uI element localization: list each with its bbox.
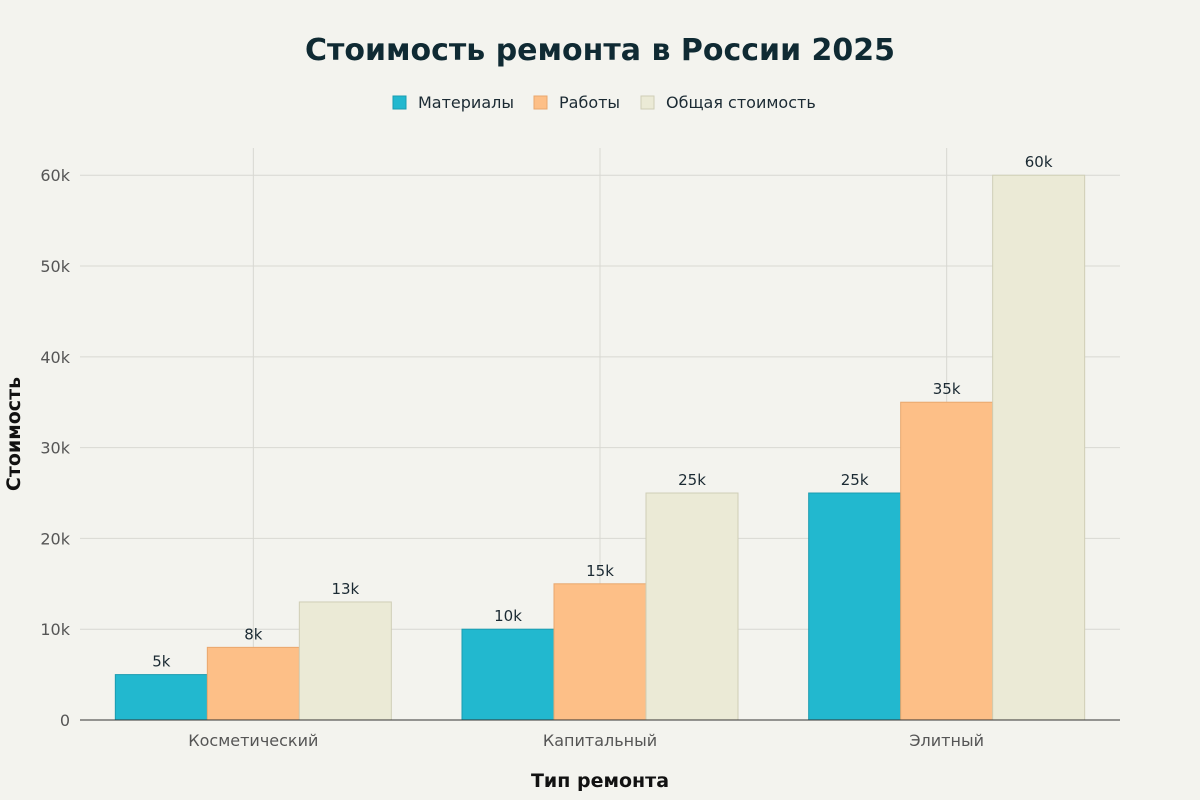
y-tick-label: 40k bbox=[40, 348, 70, 367]
data-label-2-2: 15k bbox=[586, 562, 614, 580]
bar-2-3 bbox=[900, 401, 994, 721]
data-label-2-1: 8k bbox=[244, 625, 263, 643]
data-label-1-2: 10k bbox=[494, 607, 522, 625]
legend-label-3: Общая стоимость bbox=[666, 93, 816, 112]
x-axis-ticks: Косметический Капитальный Элитный bbox=[188, 731, 984, 750]
legend: Материалы Работы Общая стоимость bbox=[392, 93, 816, 112]
legend-label-2: Работы bbox=[559, 93, 620, 112]
y-tick-label: 20k bbox=[40, 529, 70, 548]
bar-3-2 bbox=[645, 492, 739, 721]
y-axis-ticks: 0 10k 20k 30k 40k 50k 60k bbox=[40, 166, 70, 730]
y-tick-label: 10k bbox=[40, 620, 70, 639]
data-label-3-1: 13k bbox=[331, 580, 359, 598]
x-tick-label: Элитный bbox=[909, 731, 984, 750]
data-label-1-1: 5k bbox=[152, 653, 171, 671]
data-label-1-3: 25k bbox=[841, 471, 869, 489]
bar-3-3 bbox=[992, 174, 1086, 721]
x-tick-label: Капитальный bbox=[543, 731, 657, 750]
data-labels: 5k 8k 13k 10k 15k 25k 25k 35k 60k bbox=[152, 153, 1053, 670]
bar-1-3 bbox=[808, 492, 902, 721]
x-axis-title: Тип ремонта bbox=[531, 770, 669, 792]
legend-label-1: Материалы bbox=[418, 93, 514, 112]
y-tick-label: 60k bbox=[40, 166, 70, 185]
bar-2-2 bbox=[553, 583, 647, 721]
legend-swatch-3 bbox=[640, 95, 655, 110]
y-tick-label: 0 bbox=[60, 711, 70, 730]
bars bbox=[114, 174, 1086, 721]
x-tick-label: Косметический bbox=[188, 731, 318, 750]
y-tick-label: 50k bbox=[40, 257, 70, 276]
y-axis-title: Стоимость bbox=[3, 377, 25, 491]
y-tick-label: 30k bbox=[40, 439, 70, 458]
legend-swatch-1 bbox=[392, 95, 407, 110]
bar-3-1 bbox=[298, 601, 392, 721]
bar-1-1 bbox=[114, 674, 208, 721]
legend-swatch-2 bbox=[533, 95, 548, 110]
data-label-3-3: 60k bbox=[1025, 153, 1053, 171]
data-label-2-3: 35k bbox=[933, 380, 961, 398]
data-label-3-2: 25k bbox=[678, 471, 706, 489]
chart-title: Стоимость ремонта в России 2025 bbox=[305, 33, 895, 68]
bar-1-2 bbox=[461, 628, 555, 721]
bar-2-1 bbox=[206, 646, 300, 721]
